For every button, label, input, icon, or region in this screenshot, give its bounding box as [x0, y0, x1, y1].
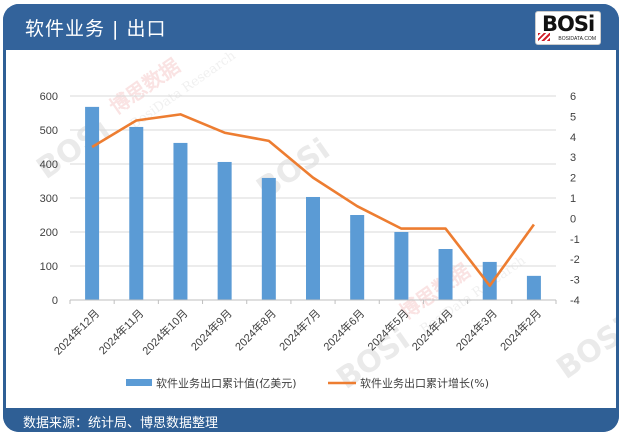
y-axis-right-tick: 6 [570, 91, 576, 103]
y-axis-left-tick: 500 [40, 125, 58, 137]
y-axis-right-tick: 4 [570, 132, 576, 144]
x-axis-label: 2024年9月 [188, 306, 235, 353]
logo-subtext: BOSIDATA.COM [558, 36, 596, 42]
legend-bar-swatch [126, 379, 152, 386]
bar [129, 126, 144, 300]
x-axis-label: 2024年11月 [96, 306, 147, 357]
x-axis-label: 2024年10月 [139, 306, 190, 357]
y-axis-right-tick: 2 [570, 173, 576, 185]
footer-bar: 数据来源：统计局、博思数据整理 [3, 408, 619, 432]
y-axis-left-tick: 0 [52, 295, 58, 307]
y-axis-left-tick: 600 [40, 91, 58, 103]
bar [261, 177, 276, 300]
x-axis-label: 2024年2月 [497, 306, 544, 353]
legend-bar-label: 软件业务出口累计值(亿美元) [156, 376, 297, 390]
legend: 软件业务出口累计值(亿美元) 软件业务出口累计增长(%) [126, 376, 489, 390]
page-title: 软件业务 | 出口 [25, 18, 167, 40]
chart-card: 软件业务 | 出口 BOSi BOSIDATA.COM BOSi BOSi BOSi… [3, 4, 619, 432]
header-bar: 软件业务 | 出口 BOSi BOSIDATA.COM [3, 4, 619, 50]
watermark-logo: BOSi [31, 112, 117, 187]
y-axis-right-tick: 3 [570, 152, 576, 164]
bar [217, 161, 232, 300]
y-axis-left-tick: 400 [40, 159, 58, 171]
chart-panel: BOSi BOSi BOSi BOSi 博思数据 BosiData Research 博思数… [6, 50, 616, 408]
y-axis-right-tick: -3 [570, 275, 580, 287]
data-source: 数据来源：统计局、博思数据整理 [23, 416, 219, 431]
legend-line-label: 软件业务出口累计增长(%) [360, 376, 489, 390]
y-axis-right-tick: -2 [570, 254, 580, 266]
bosi-logo: BOSi BOSIDATA.COM [535, 11, 601, 45]
logo-text: BOSi [542, 12, 595, 36]
y-axis-left-tick: 300 [40, 193, 58, 205]
bar [394, 232, 409, 300]
bar [438, 249, 453, 300]
watermark-logo: BOSi [551, 312, 616, 387]
bar-series [85, 106, 541, 300]
logo-stripe-icon [538, 33, 550, 41]
bar [85, 106, 100, 300]
bar [173, 142, 188, 300]
y-axis-left-tick: 200 [40, 227, 58, 239]
x-axis-label: 2024年8月 [232, 306, 279, 353]
y-axis-right-tick: 5 [570, 111, 576, 123]
y-axis-right-tick: 0 [570, 213, 576, 225]
bar [306, 196, 320, 300]
y-axis-left-tick: 100 [40, 261, 58, 273]
line-series [91, 113, 535, 288]
bar [526, 275, 541, 300]
x-axis-label: 2024年7月 [276, 306, 323, 353]
bar [350, 215, 365, 300]
y-axis-right-tick: -4 [570, 295, 580, 307]
y-axis-right-tick: 1 [570, 193, 576, 205]
bar [482, 261, 497, 300]
y-axis-right-tick: -1 [570, 234, 580, 246]
x-axis-label: 2024年12月 [51, 306, 102, 357]
